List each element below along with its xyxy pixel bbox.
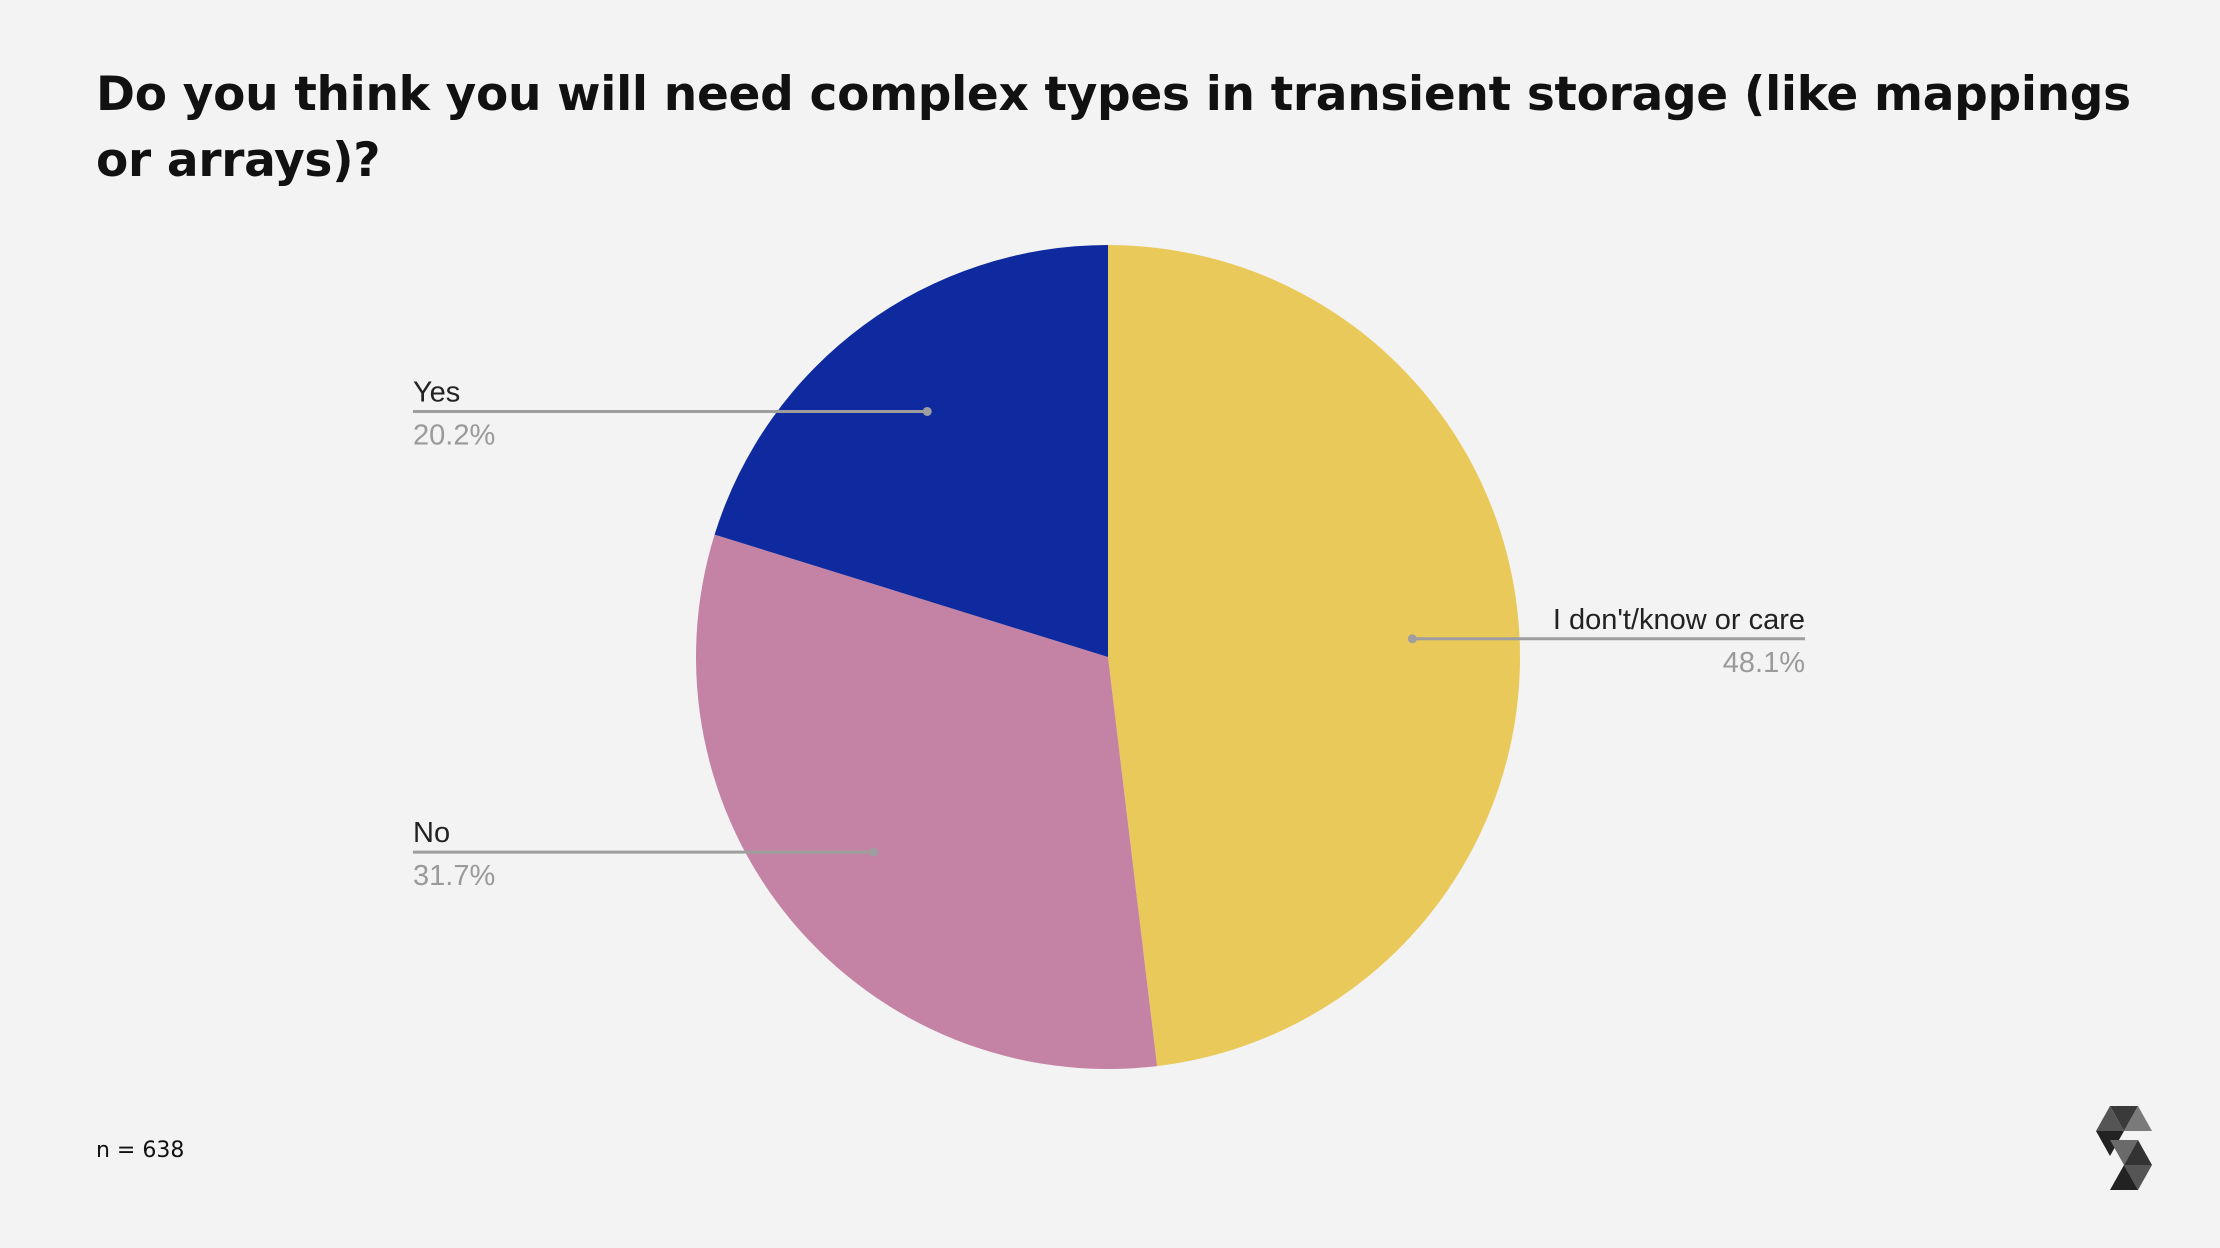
slice-label-i-don-t-know-or-care: I don't/know or care <box>1553 604 1805 636</box>
slice-value-i-don-t-know-or-care: 48.1% <box>1723 647 1805 679</box>
pie-slice-i-don-t-know-or-care <box>1108 245 1520 1067</box>
leader-dot-no <box>869 847 879 857</box>
slice-value-no: 31.7% <box>413 860 495 892</box>
pie-slice-no <box>696 534 1158 1069</box>
slice-label-yes: Yes <box>413 376 460 408</box>
pie-callouts: I don't/know or care 48.1% No 31.7% Yes 20.2% <box>413 376 1805 892</box>
solidity-logo-icon <box>2096 1106 2152 1190</box>
pie-slices <box>696 245 1520 1069</box>
pie-slice-yes <box>714 245 1108 657</box>
slice-label-no: No <box>413 817 450 849</box>
chart-title: Do you think you will need complex types… <box>96 67 2131 188</box>
leader-dot-i-don-t-know-or-care <box>1407 634 1417 644</box>
leader-dot-yes <box>922 406 932 416</box>
slice-value-yes: 20.2% <box>413 419 495 451</box>
sample-size-note: n = 638 <box>96 1138 185 1163</box>
